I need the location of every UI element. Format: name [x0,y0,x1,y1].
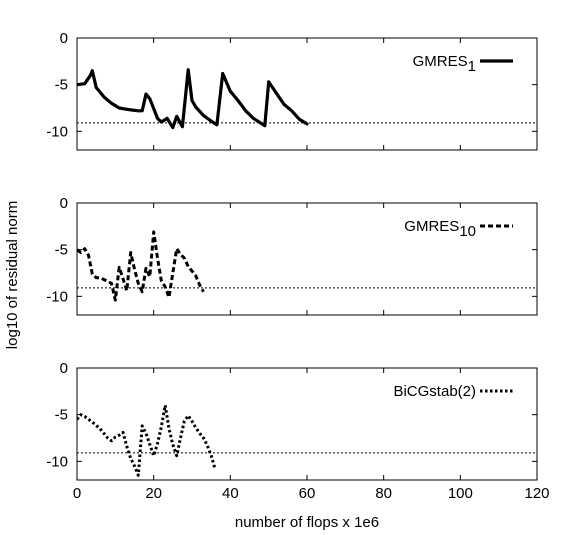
y-tick-label: -5 [55,407,68,424]
y-tick-label: -10 [46,123,68,140]
y-tick-label: -5 [55,77,68,94]
y-axis-label: log10 of residual norm [4,201,21,349]
y-tick-label: -10 [46,288,68,305]
panel-bicgstab-2: 0 -5 -10 0 20 40 60 80 100 120 BiCGstab(2) [46,360,549,502]
x-axis-label: number of flops x 1e6 [235,514,379,531]
legend-subscript: 10 [459,223,476,240]
x-tick-label: 40 [222,485,239,502]
y-tick-label: -5 [55,242,68,259]
legend-subscript: 1 [468,58,476,75]
x-tick-label: 100 [448,485,473,502]
x-tick-label: 120 [524,485,549,502]
legend-label: GMRES10 [404,218,476,240]
legend-label: BiCGstab(2) [393,383,476,400]
x-tick-label: 0 [73,485,81,502]
series-line-gmres [77,68,309,130]
y-tick-label: 0 [60,30,68,47]
y-tick-label: 0 [60,195,68,212]
series-line-bicgstab-2 [77,403,217,477]
x-tick-label: 20 [145,485,162,502]
plot-frame [76,202,538,316]
series-line-gmres [77,230,205,302]
y-tick-label: 0 [60,360,68,377]
legend-label: GMRES1 [413,53,476,75]
x-tick-label: 80 [375,485,392,502]
panel-gmres-10: 0 -5 -10 GMRES10 [46,195,538,316]
panel-gmres-1: 0 -5 -10 GMRES1 [46,30,538,151]
y-tick-label: -10 [46,453,68,470]
x-tick-label: 60 [299,485,316,502]
